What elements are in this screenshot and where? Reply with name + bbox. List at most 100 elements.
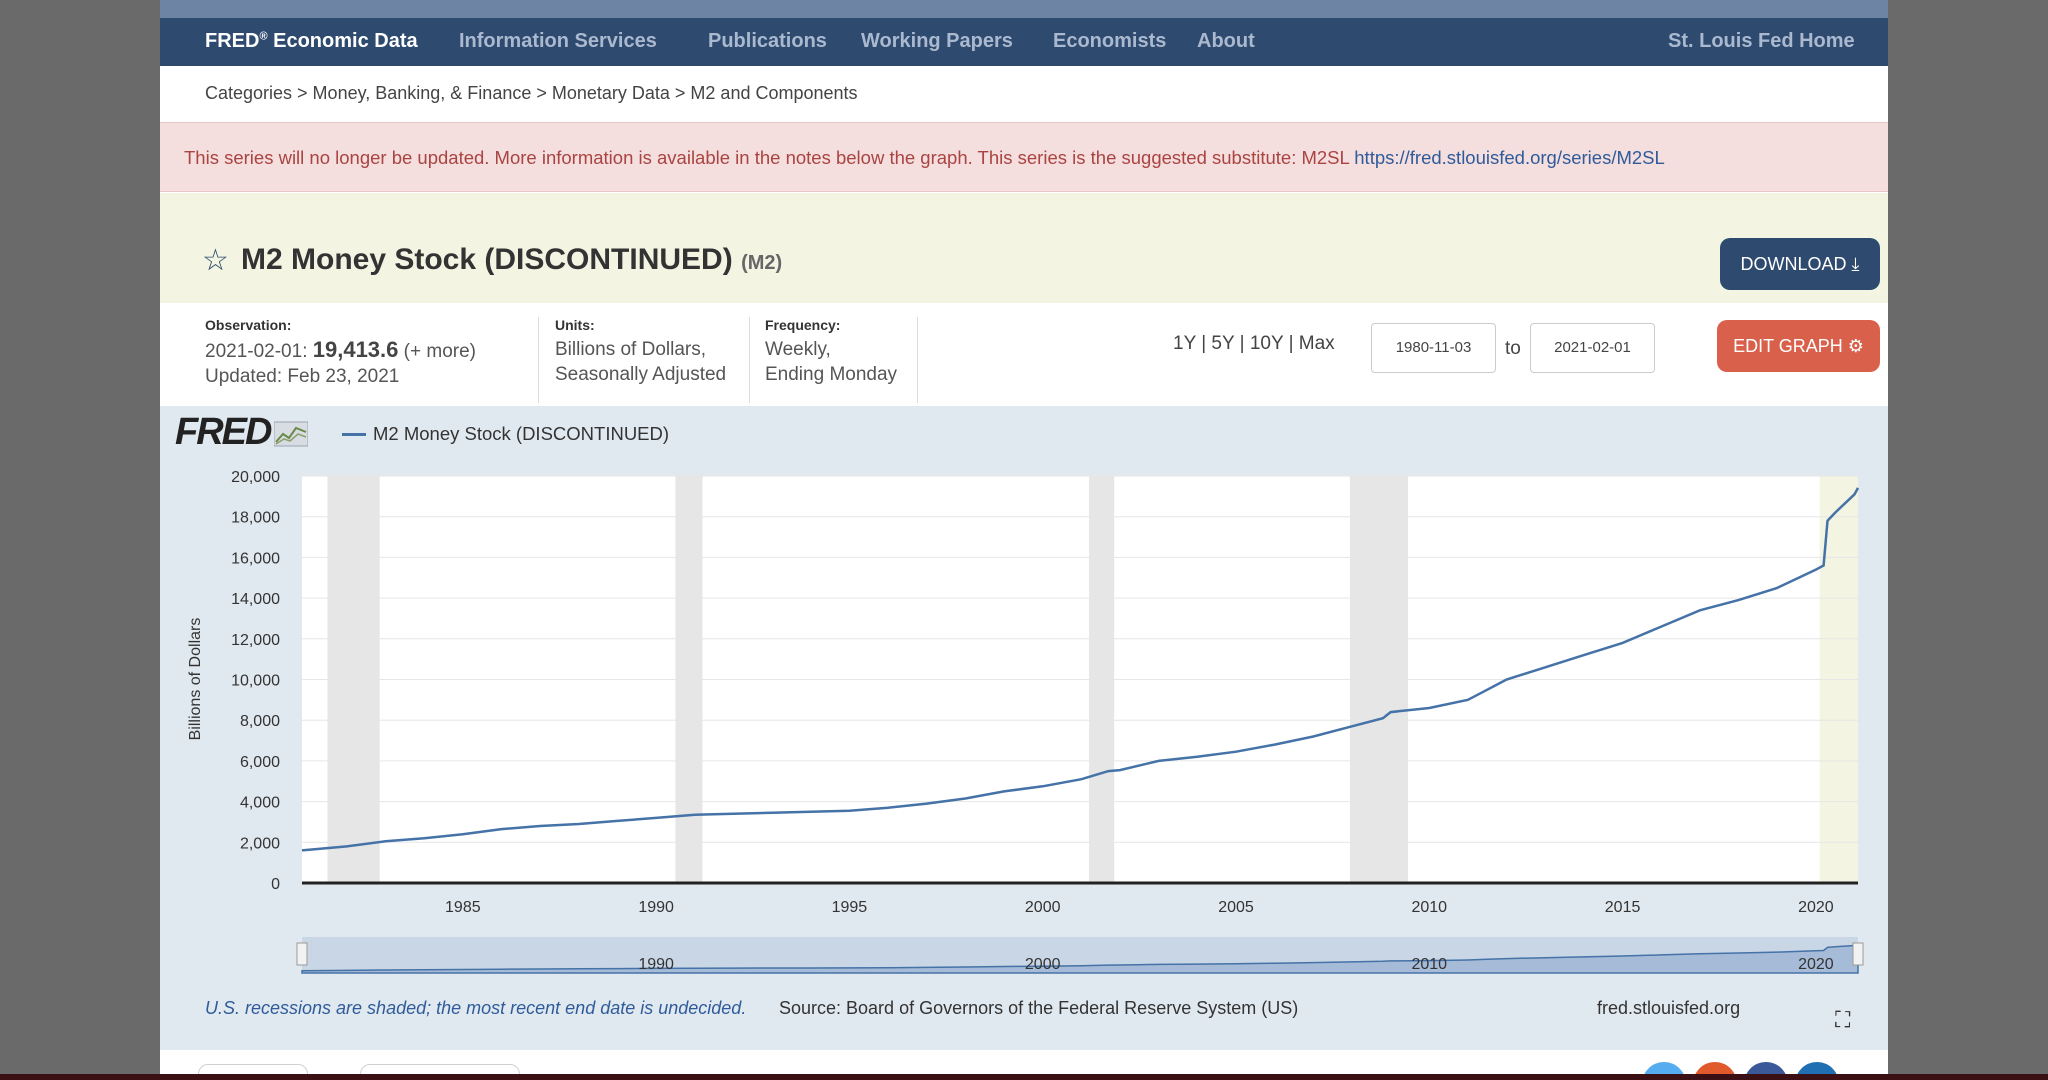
range-max[interactable]: Max bbox=[1298, 333, 1335, 354]
star-outline-icon[interactable]: ☆ bbox=[202, 244, 229, 277]
navigator-handle-left[interactable] bbox=[296, 942, 308, 966]
navigator[interactable]: 1990 2000 2010 2020 bbox=[296, 937, 1864, 974]
frequency-label: Frequency: bbox=[765, 317, 841, 333]
navigator-label: 2000 bbox=[1025, 956, 1061, 973]
observation-label: Observation: bbox=[205, 317, 292, 333]
meta-divider bbox=[538, 317, 539, 403]
y-tick-label: 14,000 bbox=[231, 591, 280, 608]
y-tick-label: 16,000 bbox=[231, 550, 280, 567]
observation-date: 2021-02-01: bbox=[205, 341, 308, 362]
range-5y[interactable]: 5Y bbox=[1211, 333, 1235, 354]
top-strip bbox=[160, 0, 1888, 18]
y-tick-label: 0 bbox=[271, 876, 280, 893]
start-date-input[interactable]: 1980-11-03 bbox=[1371, 323, 1496, 373]
edit-graph-button[interactable]: EDIT GRAPH ⚙ bbox=[1717, 320, 1880, 372]
frequency-line-2: Ending Monday bbox=[765, 364, 898, 385]
range-10y[interactable]: 10Y bbox=[1249, 333, 1284, 354]
range-selector: 1Y | 5Y | 10Y | Max bbox=[1173, 333, 1335, 355]
updated-date: Updated: Feb 23, 2021 bbox=[205, 366, 400, 387]
navigator-label: 2020 bbox=[1798, 956, 1834, 973]
x-tick-label: 2000 bbox=[1025, 899, 1061, 916]
fred-logo: FRED bbox=[175, 411, 309, 454]
window-bottom-edge bbox=[0, 1074, 2048, 1080]
browser-page: FRED® Economic Data Information Services… bbox=[160, 0, 1888, 1080]
alert-message: This series will no longer be updated. M… bbox=[184, 147, 1355, 168]
navigator-label: 1990 bbox=[638, 956, 674, 973]
x-tick-label: 2020 bbox=[1798, 899, 1834, 916]
meta-divider bbox=[749, 317, 750, 403]
nav-st-louis-fed-home[interactable]: St. Louis Fed Home bbox=[1668, 30, 1855, 52]
nav-about[interactable]: About bbox=[1197, 30, 1255, 52]
series-id: (M2) bbox=[741, 252, 783, 274]
download-label: DOWNLOAD bbox=[1740, 254, 1847, 274]
brand-suffix: Economic Data bbox=[267, 30, 418, 52]
download-icon: ⤓ bbox=[1851, 254, 1860, 274]
y-tick-label: 4,000 bbox=[240, 795, 280, 812]
y-tick-label: 12,000 bbox=[231, 632, 280, 649]
x-tick-label: 2015 bbox=[1605, 899, 1641, 916]
observation-value-line: 2021-02-01: 19,413.6 (+ more) bbox=[205, 337, 476, 364]
observation-block: Observation: 2021-02-01: 19,413.6 (+ mor… bbox=[205, 317, 476, 389]
x-tick-label: 1995 bbox=[832, 899, 868, 916]
alert-substitute-link[interactable]: https://fred.stlouisfed.org/series/M2SL bbox=[1354, 147, 1665, 168]
y-tick-label: 10,000 bbox=[231, 673, 280, 690]
x-tick-label: 1990 bbox=[638, 899, 674, 916]
graph-panel: FRED M2 Money Stock (DISCONTINUED) 0 2,00… bbox=[160, 406, 1888, 1050]
units-block: Units: Billions of Dollars, Seasonally A… bbox=[555, 317, 726, 387]
units-label: Units: bbox=[555, 317, 595, 333]
brand-registered-mark: ® bbox=[259, 30, 268, 43]
date-range-to-label: to bbox=[1505, 338, 1521, 359]
chart-line-icon bbox=[273, 421, 309, 447]
y-axis-ticks: 0 2,000 4,000 6,000 8,000 10,000 12,000 14,000 1… bbox=[231, 469, 280, 893]
x-tick-label: 2005 bbox=[1218, 899, 1254, 916]
edit-graph-label: EDIT GRAPH bbox=[1733, 336, 1843, 356]
m2-line-chart: 0 2,000 4,000 6,000 8,000 10,000 12,000 14,000 1… bbox=[187, 469, 1864, 974]
nav-working-papers[interactable]: Working Papers bbox=[861, 30, 1013, 52]
observation-more-link[interactable]: (+ more) bbox=[403, 341, 476, 362]
fred-domain[interactable]: fred.stlouisfed.org bbox=[1597, 998, 1741, 1018]
series-title-text: M2 Money Stock (DISCONTINUED) bbox=[241, 243, 733, 276]
units-line-1: Billions of Dollars, bbox=[555, 339, 706, 360]
range-1y[interactable]: 1Y bbox=[1173, 333, 1196, 354]
frequency-block: Frequency: Weekly, Ending Monday bbox=[765, 317, 897, 387]
recession-note: U.S. recessions are shaded; the most rec… bbox=[205, 998, 747, 1018]
nav-economists[interactable]: Economists bbox=[1053, 30, 1167, 52]
navigator-series-area bbox=[301, 944, 1859, 974]
nav-information-services[interactable]: Information Services bbox=[459, 30, 657, 52]
source-text: Source: Board of Governors of the Federa… bbox=[779, 998, 1299, 1018]
discontinued-alert: This series will no longer be updated. M… bbox=[160, 122, 1888, 192]
range-separator: | bbox=[1288, 333, 1294, 354]
series-title-bar: ☆ M2 Money Stock (DISCONTINUED) (M2) DOW… bbox=[160, 193, 1888, 303]
gear-icon: ⚙ bbox=[1847, 336, 1864, 356]
y-axis-label: Billions of Dollars bbox=[187, 618, 204, 741]
y-tick-label: 18,000 bbox=[231, 510, 280, 527]
end-date-input[interactable]: 2021-02-01 bbox=[1530, 323, 1655, 373]
range-separator: | bbox=[1239, 333, 1245, 354]
nav-publications[interactable]: Publications bbox=[708, 30, 827, 52]
frequency-line-1: Weekly, bbox=[765, 339, 831, 360]
x-axis-ticks: 1985 1990 1995 2000 2005 2010 2015 2020 bbox=[445, 899, 1834, 916]
gridlines bbox=[302, 475, 1858, 843]
breadcrumb[interactable]: Categories > Money, Banking, & Finance >… bbox=[205, 83, 858, 103]
range-separator: | bbox=[1201, 333, 1207, 354]
x-tick-label: 2010 bbox=[1411, 899, 1447, 916]
fred-logo-text: FRED bbox=[175, 411, 272, 453]
navigator-labels: 1990 2000 2010 2020 bbox=[638, 956, 1833, 973]
observation-value: 19,413.6 bbox=[312, 337, 399, 362]
series-line-m2 bbox=[301, 487, 1860, 852]
alert-text: This series will no longer be updated. M… bbox=[184, 147, 1665, 169]
download-button[interactable]: DOWNLOAD ⤓ bbox=[1720, 238, 1880, 290]
nav-brand-fred[interactable]: FRED® Economic Data bbox=[205, 30, 418, 53]
series-title: M2 Money Stock (DISCONTINUED) (M2) bbox=[241, 243, 782, 277]
brand-text: FRED bbox=[205, 30, 260, 52]
y-tick-label: 8,000 bbox=[240, 713, 280, 730]
navigator-label: 2010 bbox=[1411, 956, 1447, 973]
x-tick-label: 1985 bbox=[445, 899, 481, 916]
legend-swatch bbox=[342, 433, 366, 436]
legend-label[interactable]: M2 Money Stock (DISCONTINUED) bbox=[373, 423, 670, 444]
fullscreen-icon[interactable]: ⛶ bbox=[1835, 1007, 1851, 1032]
meta-divider bbox=[917, 317, 918, 403]
series-meta-bar: Observation: 2021-02-01: 19,413.6 (+ mor… bbox=[160, 303, 1888, 406]
main-navbar: FRED® Economic Data Information Services… bbox=[160, 18, 1888, 66]
navigator-handle-right[interactable] bbox=[1852, 942, 1864, 966]
